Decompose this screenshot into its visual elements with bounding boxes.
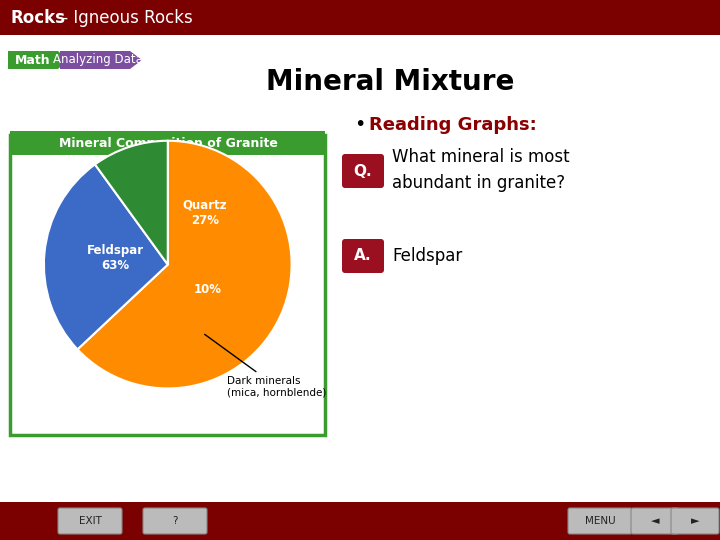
FancyBboxPatch shape (342, 154, 384, 188)
Wedge shape (78, 141, 292, 388)
Text: ►: ► (690, 516, 699, 526)
Text: ◄: ◄ (651, 516, 660, 526)
Wedge shape (95, 141, 168, 265)
Text: What mineral is most
abundant in granite?: What mineral is most abundant in granite… (392, 148, 570, 192)
Text: ?: ? (172, 516, 178, 526)
FancyBboxPatch shape (58, 508, 122, 534)
Text: EXIT: EXIT (78, 516, 102, 526)
Text: A.: A. (354, 248, 372, 264)
FancyBboxPatch shape (0, 0, 720, 35)
FancyBboxPatch shape (10, 135, 325, 435)
Text: Mineral Composition of Granite: Mineral Composition of Granite (58, 137, 277, 150)
Text: Reading Graphs:: Reading Graphs: (369, 116, 536, 134)
Text: Mineral Mixture: Mineral Mixture (266, 68, 514, 96)
FancyBboxPatch shape (0, 28, 720, 514)
Text: 10%: 10% (194, 283, 221, 296)
Polygon shape (8, 51, 68, 69)
FancyBboxPatch shape (143, 508, 207, 534)
Text: Q.: Q. (354, 164, 372, 179)
Text: Feldspar: Feldspar (392, 247, 462, 265)
Text: Dark minerals
(mica, hornblende): Dark minerals (mica, hornblende) (204, 334, 327, 397)
Text: MENU: MENU (585, 516, 616, 526)
Text: •: • (355, 116, 373, 134)
Wedge shape (44, 164, 168, 349)
FancyBboxPatch shape (631, 508, 679, 534)
Polygon shape (60, 51, 142, 69)
FancyBboxPatch shape (0, 502, 720, 540)
FancyBboxPatch shape (671, 508, 719, 534)
Text: Math: Math (15, 53, 51, 66)
Text: Rocks: Rocks (10, 9, 65, 27)
FancyBboxPatch shape (342, 239, 384, 273)
Text: Feldspar
63%: Feldspar 63% (87, 245, 144, 272)
Text: - Igneous Rocks: - Igneous Rocks (57, 9, 193, 27)
FancyBboxPatch shape (10, 131, 325, 155)
Text: Quartz
27%: Quartz 27% (183, 199, 228, 227)
Text: Analyzing Data: Analyzing Data (53, 53, 143, 66)
FancyBboxPatch shape (568, 508, 632, 534)
